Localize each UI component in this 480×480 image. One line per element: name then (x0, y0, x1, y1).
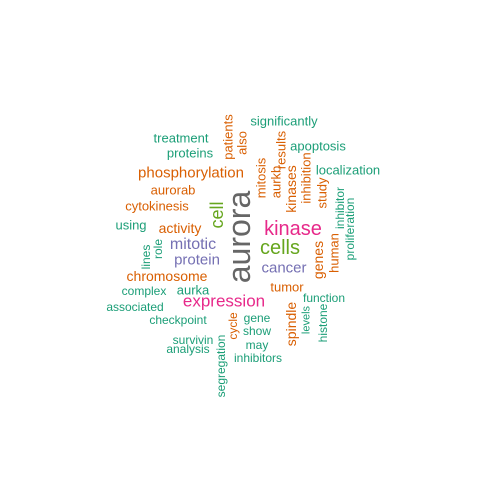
word-levels: levels (300, 305, 313, 335)
word-histone: histone (316, 303, 330, 343)
word-checkpoint: checkpoint (149, 313, 207, 327)
word-treatment: treatment (153, 130, 209, 146)
word-survivin: survivin (172, 333, 214, 347)
word-show: show (242, 324, 272, 338)
word-expression: expression (182, 291, 266, 311)
word-associated: associated (106, 300, 164, 314)
word-function: function (302, 291, 346, 305)
word-kinases: kinases (283, 165, 299, 213)
word-chromosome: chromosome (126, 268, 208, 284)
word-role: role (151, 238, 165, 260)
word-tumor: tumor (270, 279, 304, 295)
word-complex: complex (121, 284, 167, 298)
word-phosphorylation: phosphorylation (138, 164, 244, 182)
word-proteins: proteins (166, 145, 214, 161)
word-gene: gene (243, 311, 271, 325)
word-protein: protein (174, 251, 220, 269)
word-localization: localization (315, 162, 381, 178)
word-cytokinesis: cytokinesis (125, 198, 189, 214)
word-spindle: spindle (283, 301, 299, 347)
word-significantly: significantly (250, 113, 318, 129)
word-aurkb: aurkb (268, 165, 284, 199)
word-aurorab: aurorab (150, 182, 196, 198)
word-human: human (326, 233, 342, 273)
word-activity: activity (158, 220, 202, 236)
word-cell: cell (207, 201, 227, 229)
word-apoptosis: apoptosis (290, 138, 346, 154)
word-inhibitors: inhibitors (233, 351, 283, 365)
word-proliferation: proliferation (343, 197, 357, 261)
word-may: may (245, 338, 269, 352)
word-kinase: kinase (264, 218, 322, 240)
word-patients: patients (220, 114, 236, 160)
word-cancer: cancer (261, 259, 307, 277)
word-also: also (234, 131, 250, 155)
word-using: using (115, 217, 147, 233)
word-aurora: aurora (221, 190, 257, 284)
word-inhibition: inhibition (298, 152, 314, 204)
word-cells: cells (259, 237, 301, 259)
word-genes: genes (310, 240, 326, 280)
word-mitotic: mitotic (169, 236, 217, 253)
word-aurka: aurka (176, 282, 210, 298)
word-mitosis: mitosis (253, 157, 269, 199)
word-analysis: analysis (166, 342, 210, 356)
word-cycle: cycle (226, 312, 240, 340)
word-segregation: segregation (214, 334, 228, 398)
word-results: results (273, 130, 289, 170)
word-study: study (314, 177, 330, 209)
